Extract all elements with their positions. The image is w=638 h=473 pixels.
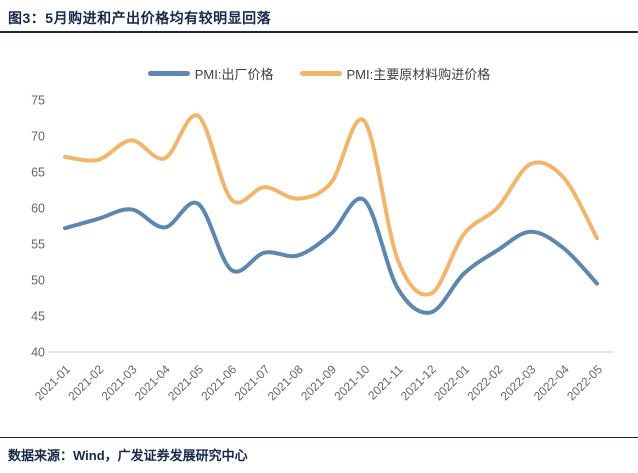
x-tick-label: 2021-05: [165, 362, 206, 403]
title-divider: [0, 31, 638, 33]
x-tick-label: 2021-08: [265, 362, 306, 403]
y-tick-label: 65: [31, 166, 45, 180]
y-tick-label: 75: [31, 94, 45, 108]
x-tick-label: 2021-10: [331, 362, 372, 403]
x-tick-label: 2021-04: [132, 362, 173, 403]
x-tick-label: 2022-05: [564, 362, 605, 403]
legend-label: PMI:主要原材料购进价格: [346, 67, 491, 82]
series-line-1: [63, 113, 599, 297]
x-tick-label: 2021-12: [398, 362, 439, 403]
legend-swatch-orange: [299, 71, 342, 76]
x-tick-label: 2021-03: [99, 362, 140, 403]
legend-item-factory-price: PMI:出厂价格: [147, 64, 274, 83]
legend-label: PMI:出厂价格: [194, 67, 274, 82]
x-tick-label: 2021-02: [65, 362, 106, 403]
x-tick-label: 2021-06: [198, 362, 239, 403]
x-tick-label: 2022-04: [531, 362, 572, 403]
y-tick-label: 70: [31, 130, 45, 144]
legend-swatch-blue: [147, 71, 190, 76]
y-tick-label: 50: [31, 274, 45, 288]
legend-item-purchase-price: PMI:主要原材料购进价格: [299, 64, 491, 83]
figure-title: 图3：5月购进和产出价格均有较明显回落: [8, 10, 272, 26]
x-tick-label: 2022-02: [464, 362, 505, 403]
footer-divider: [0, 437, 638, 439]
y-tick-label: 60: [31, 202, 45, 216]
series-line-0: [63, 196, 599, 315]
x-tick-label: 2022-01: [431, 362, 472, 403]
x-tick-label: 2022-03: [498, 362, 539, 403]
y-tick-label: 55: [31, 238, 45, 252]
chart-legend: PMI:出厂价格 PMI:主要原材料购进价格: [0, 64, 638, 83]
y-tick-label: 45: [31, 310, 45, 324]
y-tick-label: 40: [31, 346, 45, 360]
x-tick-label: 2021-07: [232, 362, 273, 403]
source-note: 数据来源：Wind，广发证券发展研究中心: [8, 448, 248, 463]
x-tick-label: 2021-01: [32, 362, 73, 403]
x-tick-label: 2021-09: [298, 362, 339, 403]
